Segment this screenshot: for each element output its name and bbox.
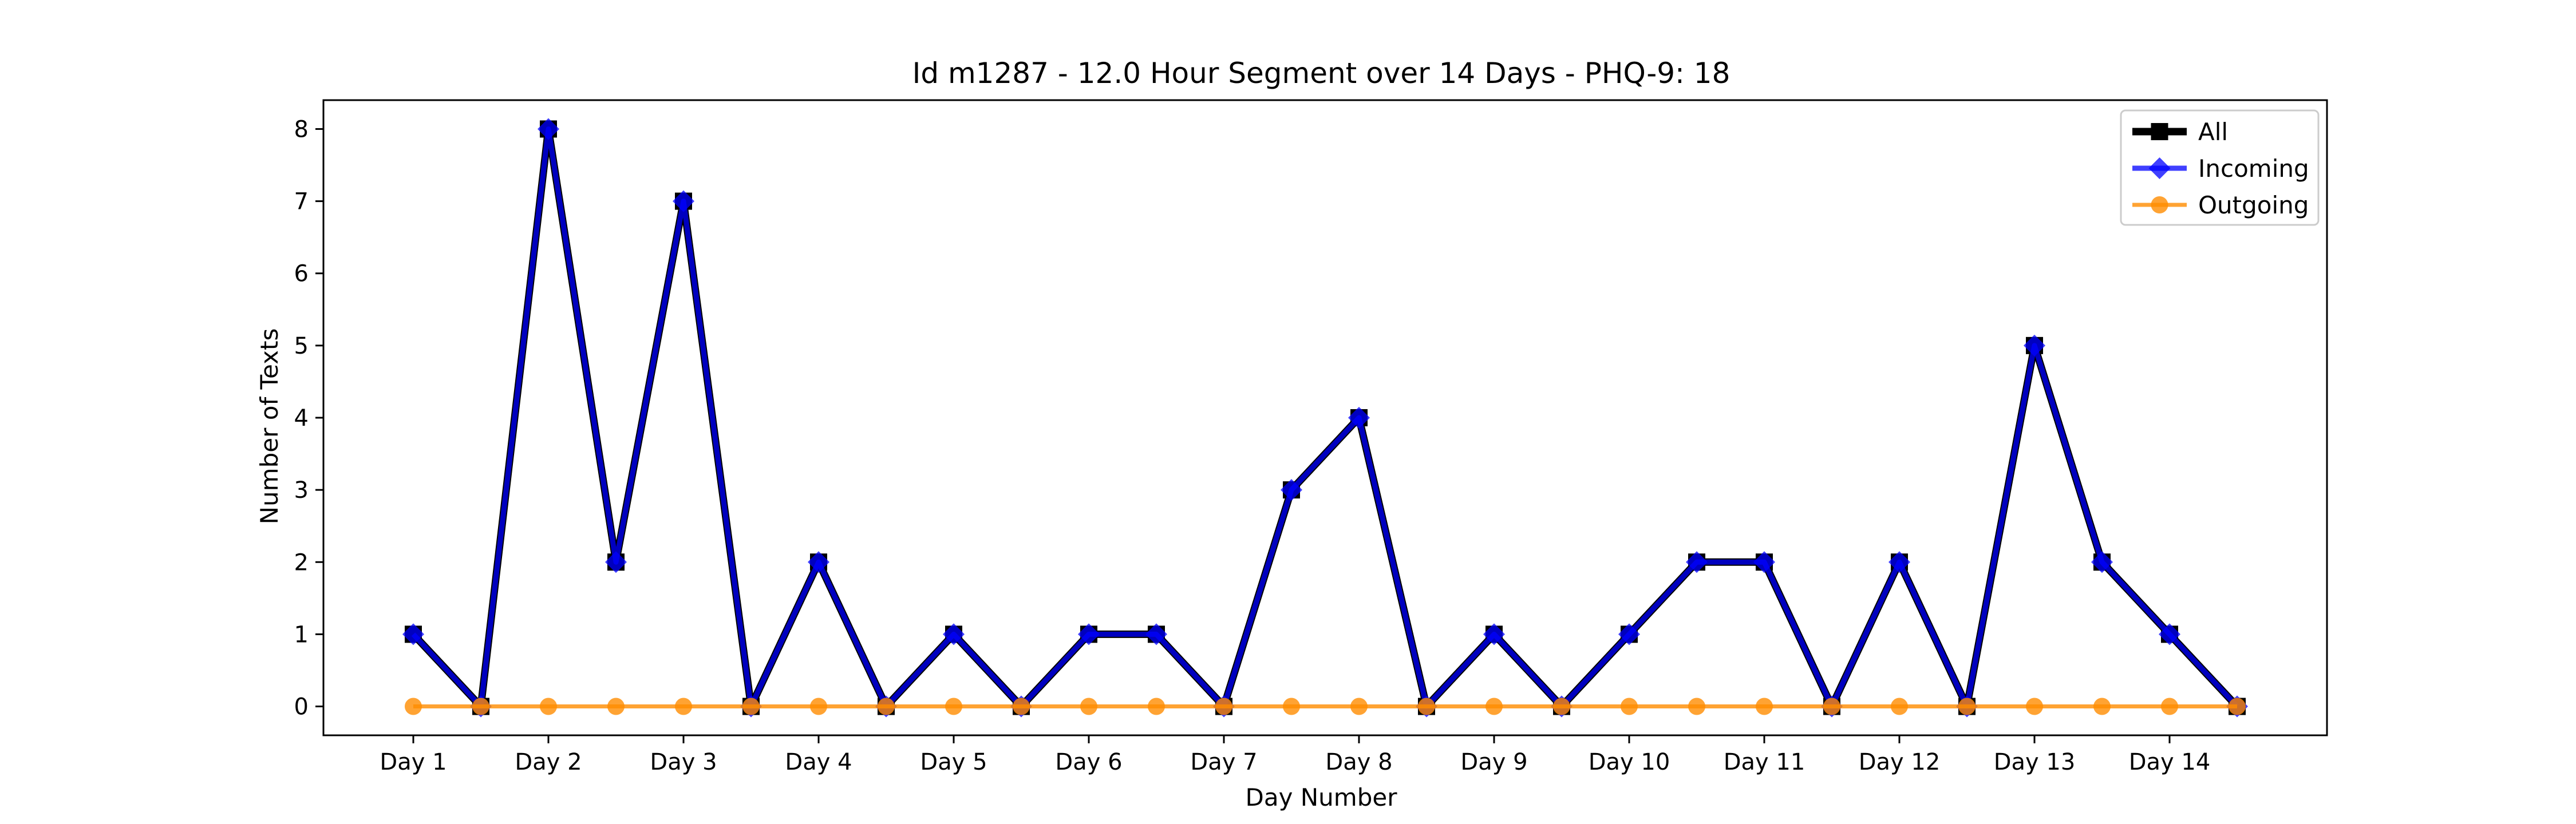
x-tick-label: Day 10 — [1589, 749, 1670, 775]
incoming-point — [1618, 623, 1640, 645]
incoming-point — [2091, 551, 2113, 573]
x-tick-label: Day 2 — [515, 749, 582, 775]
incoming-point — [808, 551, 829, 573]
outgoing-point — [1621, 698, 1638, 715]
incoming-point — [402, 623, 424, 645]
series-outgoing — [405, 698, 2246, 715]
incoming-point — [1281, 479, 1302, 501]
outgoing-point — [878, 698, 895, 715]
outgoing-point — [1553, 698, 1570, 715]
outgoing-point — [1418, 698, 1435, 715]
outgoing-point — [2229, 698, 2246, 715]
legend: All Incoming Outgoing — [2120, 109, 2320, 226]
incoming-point — [1145, 623, 1167, 645]
outgoing-point — [1958, 698, 1976, 715]
legend-label-incoming: Incoming — [2198, 154, 2309, 183]
plot-area: 0 1 2 3 4 5 6 7 8 Day 1 Day 2 Day 3 Day 4 Day 5 Day 6 D… — [294, 99, 2328, 775]
outgoing-point — [1215, 698, 1232, 715]
x-tick-label: Day 12 — [1859, 749, 1941, 775]
x-tick-label: Day 1 — [380, 749, 447, 775]
outgoing-point — [675, 698, 692, 715]
outgoing-point — [2026, 698, 2043, 715]
y-tick-label: 3 — [294, 477, 309, 504]
legend-item-incoming: Incoming — [2132, 154, 2309, 183]
x-tick-label: Day 14 — [2129, 749, 2211, 775]
y-tick-label: 8 — [294, 116, 309, 142]
outgoing-point — [472, 698, 489, 715]
x-tick-label: Day 4 — [785, 749, 852, 775]
y-tick-label: 7 — [294, 189, 309, 215]
y-axis-label: Number of Texts — [255, 328, 283, 525]
y-tick-label: 2 — [294, 549, 309, 576]
x-tick-label: Day 9 — [1460, 749, 1527, 775]
x-tick-label: Day 5 — [920, 749, 987, 775]
incoming-point — [1348, 407, 1370, 429]
x-tick-label: Day 7 — [1190, 749, 1257, 775]
outgoing-point — [1756, 698, 1773, 715]
x-tick-label: Day 13 — [1994, 749, 2076, 775]
incoming-point — [538, 118, 559, 140]
x-axis-label: Day Number — [1245, 783, 1397, 811]
outgoing-point — [1823, 698, 1840, 715]
plot-frame — [322, 99, 2328, 736]
y-tick-label: 1 — [294, 621, 309, 648]
incoming-point — [1078, 623, 1100, 645]
outgoing-point — [405, 698, 422, 715]
x-tick-label: Day 11 — [1724, 749, 1805, 775]
outgoing-point — [1148, 698, 1165, 715]
incoming-point — [1753, 551, 1775, 573]
legend-item-all: All — [2132, 118, 2228, 146]
legend-marker-all — [2151, 123, 2168, 140]
y-tick-label: 5 — [294, 333, 309, 359]
incoming-point — [943, 623, 965, 645]
outgoing-point — [1080, 698, 1097, 715]
legend-marker-outgoing — [2151, 196, 2168, 213]
incoming-point — [1888, 551, 1910, 573]
chart-title: Id m1287 - 12.0 Hour Segment over 14 Day… — [912, 57, 1730, 90]
incoming-point — [2159, 623, 2180, 645]
outgoing-point — [2161, 698, 2178, 715]
outgoing-point — [1891, 698, 1908, 715]
outgoing-point — [742, 698, 760, 715]
y-tick-label: 0 — [294, 694, 309, 720]
x-tick-label: Day 6 — [1055, 749, 1122, 775]
outgoing-point — [2093, 698, 2111, 715]
outgoing-point — [1350, 698, 1368, 715]
incoming-line — [411, 126, 2239, 710]
legend-item-outgoing: Outgoing — [2132, 191, 2309, 219]
x-tick-label: Day 8 — [1325, 749, 1392, 775]
outgoing-point — [540, 698, 557, 715]
outgoing-point — [810, 698, 827, 715]
outgoing-point — [1688, 698, 1705, 715]
y-tick-label: 6 — [294, 261, 309, 287]
incoming-point — [605, 551, 627, 573]
incoming-point — [673, 190, 694, 212]
legend-label-outgoing: Outgoing — [2198, 191, 2309, 219]
x-tick-label: Day 3 — [650, 749, 717, 775]
outgoing-point — [1283, 698, 1300, 715]
legend-label-all: All — [2198, 118, 2228, 146]
incoming-point — [1483, 623, 1505, 645]
y-tick-label: 4 — [294, 405, 309, 431]
outgoing-point — [945, 698, 962, 715]
incoming-point — [1686, 551, 1708, 573]
outgoing-point — [1013, 698, 1030, 715]
legend-frame — [2120, 109, 2320, 226]
legend-marker-incoming — [2148, 157, 2171, 179]
incoming-point — [2024, 334, 2045, 356]
outgoing-point — [1485, 698, 1503, 715]
outgoing-point — [607, 698, 625, 715]
